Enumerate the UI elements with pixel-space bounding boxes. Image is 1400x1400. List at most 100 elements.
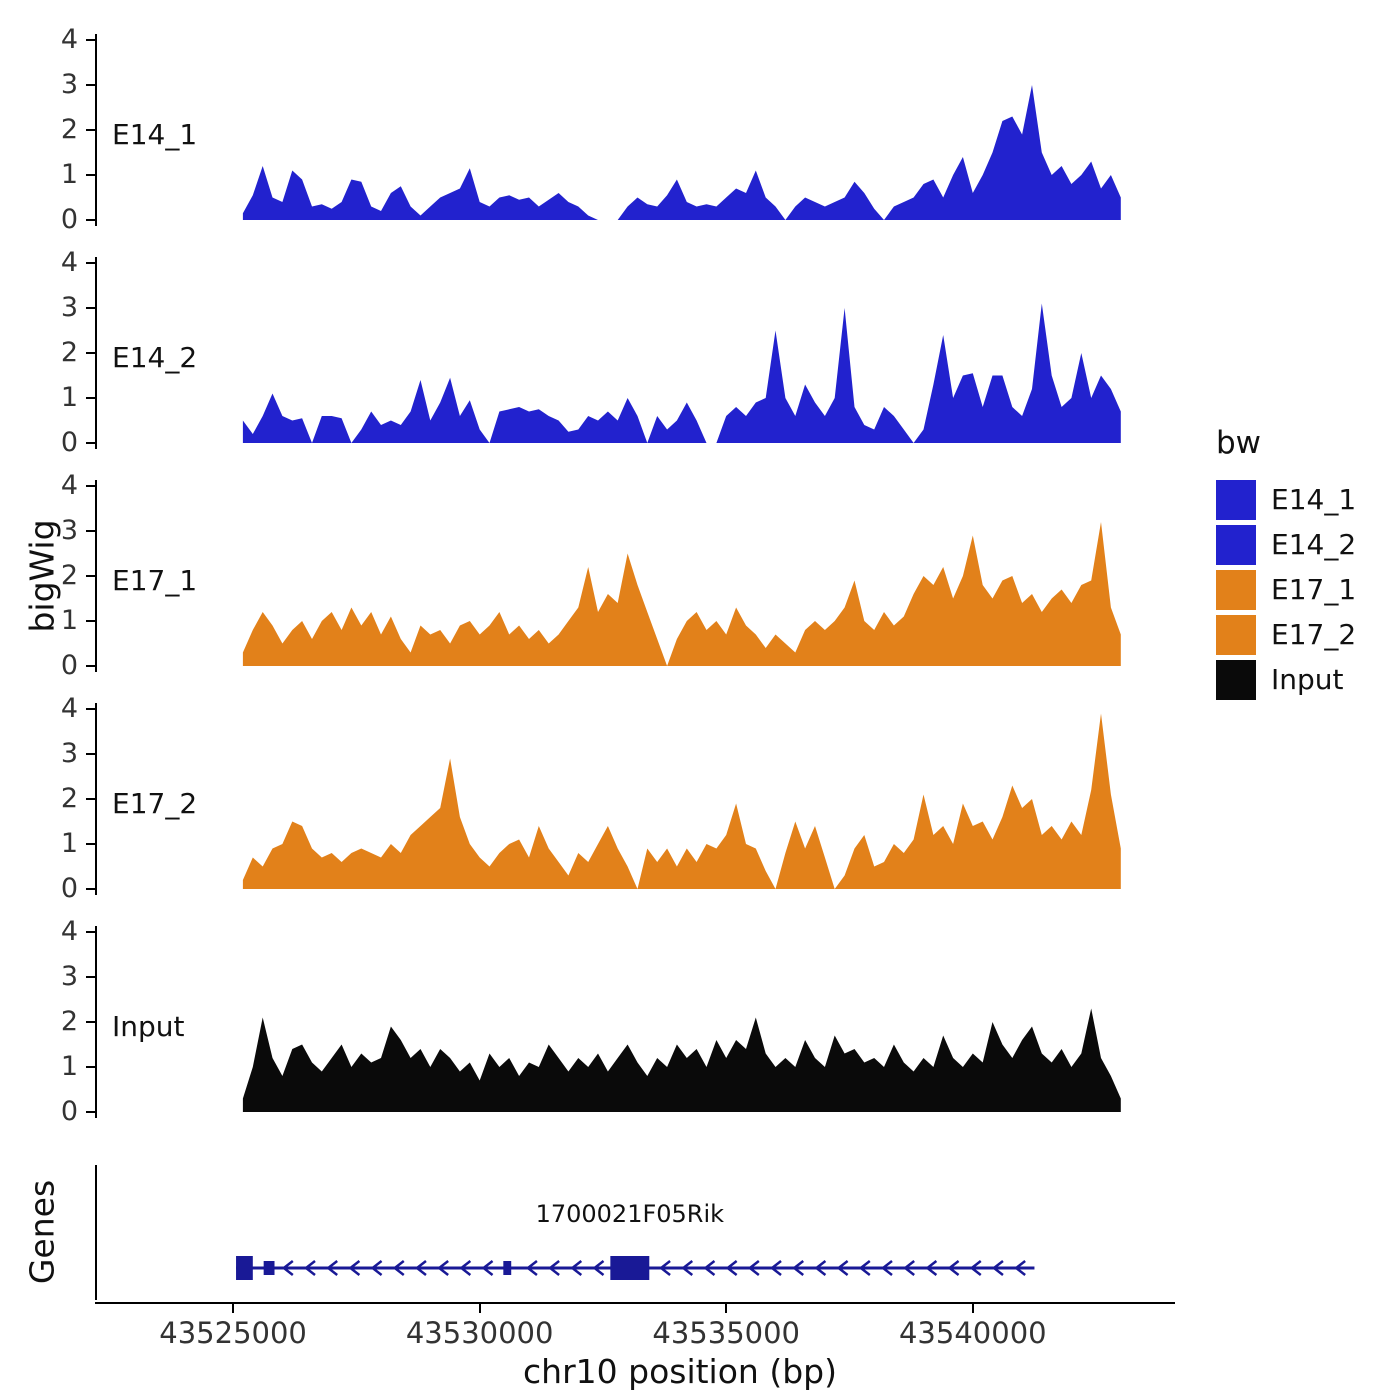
y-tick-label: 4 xyxy=(60,247,78,278)
legend-item-label: E17_2 xyxy=(1271,618,1357,651)
y-tick-mark xyxy=(86,1021,95,1023)
y-tick-mark xyxy=(86,442,95,444)
y-axis-line xyxy=(95,257,97,449)
x-tick-label: 43525000 xyxy=(159,1316,307,1350)
track-label-E14_1: E14_1 xyxy=(112,118,198,151)
legend-item-E14_1: E14_1 xyxy=(1216,477,1356,522)
y-tick-mark xyxy=(86,129,95,131)
y-tick-mark xyxy=(86,397,95,399)
y-tick-mark xyxy=(86,352,95,354)
track-facet-E17_1: 0 1 2 3 4 E17_1 xyxy=(0,471,1185,681)
y-tick-mark xyxy=(86,843,95,845)
legend: bw E14_1 E14_2 E17_1 E17_2 Input xyxy=(1216,425,1356,702)
y-tick-mark xyxy=(86,485,95,487)
y-tick-mark xyxy=(86,665,95,667)
y-tick-label: 3 xyxy=(60,738,78,769)
y-axis-line xyxy=(95,703,97,895)
legend-swatch-E17_2 xyxy=(1216,614,1256,655)
genes-facet: 1700021F05Rik xyxy=(0,1160,1185,1310)
track-label-E17_2: E17_2 xyxy=(112,787,198,820)
y-tick-mark xyxy=(86,708,95,710)
y-tick-mark xyxy=(86,620,95,622)
track-label-E14_2: E14_2 xyxy=(112,341,198,374)
legend-swatch-E14_2 xyxy=(1216,524,1256,565)
x-tick-mark xyxy=(971,1304,974,1313)
x-tick-mark xyxy=(725,1304,728,1313)
y-tick-label: 2 xyxy=(60,114,78,145)
y-tick-label: 2 xyxy=(60,783,78,814)
y-tick-label: 0 xyxy=(60,873,78,904)
gene-exon xyxy=(263,1261,275,1275)
y-tick-mark xyxy=(86,39,95,41)
y-axis-line xyxy=(95,480,97,672)
track-facet-E17_2: 0 1 2 3 4 E17_2 xyxy=(0,694,1185,904)
y-tick-mark xyxy=(86,976,95,978)
x-tick-label: 43535000 xyxy=(652,1316,801,1350)
legend-swatch-Input xyxy=(1216,659,1256,700)
y-tick-label: 2 xyxy=(60,337,78,368)
genes-axis-line xyxy=(95,1165,97,1300)
signal-area-E14_1 xyxy=(242,85,1121,220)
y-tick-mark xyxy=(86,219,95,221)
signal-area-Input xyxy=(242,1008,1121,1112)
signal-area-E17_1 xyxy=(242,522,1121,666)
signal-area-E14_2 xyxy=(242,303,1121,443)
y-tick-mark xyxy=(86,1111,95,1113)
x-axis-title: chr10 position (bp) xyxy=(523,1352,837,1391)
x-tick-label: 43540000 xyxy=(898,1316,1047,1350)
y-tick-label: 4 xyxy=(60,693,78,724)
track-facet-E14_2: 0 1 2 3 4 E14_2 xyxy=(0,248,1185,458)
legend-swatch-E14_1 xyxy=(1216,479,1256,520)
y-tick-label: 1 xyxy=(60,605,78,636)
track-label-E17_1: E17_1 xyxy=(112,564,198,597)
y-tick-label: 0 xyxy=(60,1096,78,1127)
y-tick-mark xyxy=(86,174,95,176)
y-axis-line xyxy=(95,34,97,226)
legend-swatch-E17_1 xyxy=(1216,569,1256,610)
x-tick-label: 43530000 xyxy=(405,1316,554,1350)
y-tick-mark xyxy=(86,753,95,755)
x-axis-line xyxy=(95,1302,1175,1304)
y-tick-label: 1 xyxy=(60,1051,78,1082)
legend-item-E17_2: E17_2 xyxy=(1216,612,1356,657)
y-tick-label: 1 xyxy=(60,828,78,859)
y-tick-label: 3 xyxy=(60,292,78,323)
legend-item-Input: Input xyxy=(1216,657,1356,702)
y-tick-label: 3 xyxy=(60,961,78,992)
y-tick-mark xyxy=(86,307,95,309)
signal-area-E17_2 xyxy=(242,713,1121,889)
track-facet-Input: 0 1 2 3 4 Input xyxy=(0,917,1185,1127)
x-tick-mark xyxy=(232,1304,235,1313)
gene-exon xyxy=(610,1256,650,1280)
y-tick-label: 2 xyxy=(60,1006,78,1037)
y-tick-label: 2 xyxy=(60,560,78,591)
legend-item-label: E14_1 xyxy=(1271,483,1357,516)
y-tick-label: 0 xyxy=(60,650,78,681)
y-tick-label: 0 xyxy=(60,204,78,235)
y-tick-mark xyxy=(86,931,95,933)
legend-item-E14_2: E14_2 xyxy=(1216,522,1356,567)
genes-panel-title: Genes xyxy=(22,1179,62,1285)
legend-item-label: E17_1 xyxy=(1271,573,1357,606)
y-tick-mark xyxy=(86,1066,95,1068)
legend-items: E14_1 E14_2 E17_1 E17_2 Input xyxy=(1216,477,1356,702)
y-tick-mark xyxy=(86,575,95,577)
gene-model: 1700021F05Rik xyxy=(236,1200,1035,1280)
gene-name-label: 1700021F05Rik xyxy=(536,1200,725,1228)
legend-item-label: E14_2 xyxy=(1271,528,1357,561)
gene-exon xyxy=(503,1261,512,1275)
y-tick-label: 1 xyxy=(60,382,78,413)
y-tick-mark xyxy=(86,888,95,890)
track-facet-E14_1: 0 1 2 3 4 E14_1 xyxy=(0,25,1185,235)
legend-title: bw xyxy=(1216,425,1262,461)
y-tick-mark xyxy=(86,530,95,532)
track-label-Input: Input xyxy=(112,1010,185,1043)
legend-item-E17_1: E17_1 xyxy=(1216,567,1356,612)
y-tick-label: 4 xyxy=(60,470,78,501)
legend-item-label: Input xyxy=(1271,663,1344,696)
y-tick-label: 3 xyxy=(60,515,78,546)
y-tick-mark xyxy=(86,84,95,86)
y-tick-label: 0 xyxy=(60,427,78,458)
gene-exon xyxy=(236,1256,253,1280)
